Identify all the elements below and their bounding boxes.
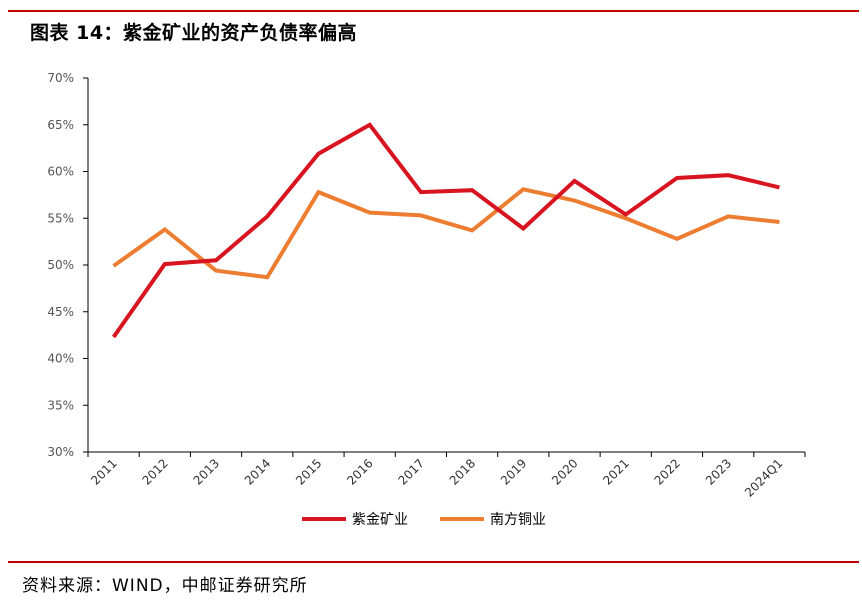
x-tick-label: 2023 xyxy=(703,456,734,487)
series-line-2 xyxy=(112,187,780,280)
x-tick-label: 2020 xyxy=(549,456,580,487)
y-axis: 30% 35% 40% 45% 50% 55% 60% 65% 70% xyxy=(47,71,89,459)
x-tick-label: 2018 xyxy=(447,456,478,487)
y-tick-label: 65% xyxy=(47,118,74,132)
x-tick-label: 2021 xyxy=(600,456,631,487)
bottom-rule xyxy=(8,561,859,563)
y-tick-label: 60% xyxy=(47,165,74,179)
legend: 紫金矿业 南方铜业 xyxy=(302,512,546,528)
legend-label-1: 紫金矿业 xyxy=(352,512,408,528)
x-tick-label: 2015 xyxy=(293,456,324,487)
figure-title: 图表 14：紫金矿业的资产负债率偏高 xyxy=(30,22,358,44)
x-tick-label: 2016 xyxy=(344,456,375,487)
x-tick-label: 2014 xyxy=(242,456,273,487)
top-rule xyxy=(8,10,859,12)
x-tick-label: 2017 xyxy=(396,456,427,487)
y-tick-label: 55% xyxy=(47,211,74,225)
y-tick-label: 70% xyxy=(47,71,74,85)
legend-label-2: 南方铜业 xyxy=(490,512,546,528)
series-line-1 xyxy=(111,122,780,339)
x-tick-label: 2019 xyxy=(498,456,529,487)
source-note: 资料来源：WIND，中邮证券研究所 xyxy=(22,576,308,596)
y-tick-label: 45% xyxy=(47,305,74,319)
x-tick-label: 2013 xyxy=(191,456,222,487)
y-tick-label: 30% xyxy=(47,445,74,459)
x-tick-label: 2011 xyxy=(88,456,119,487)
y-tick-label: 40% xyxy=(47,352,74,366)
y-tick-label: 35% xyxy=(47,398,74,412)
x-tick-label: 2012 xyxy=(139,456,170,487)
series-layer xyxy=(111,122,780,339)
y-tick-label: 50% xyxy=(47,258,74,272)
x-tick-label: 2022 xyxy=(652,456,683,487)
x-tick-label: 2024Q1 xyxy=(742,456,786,500)
x-axis: 2011 2012 2013 2014 2015 2016 2017 2018 2019 2020… xyxy=(87,451,806,500)
